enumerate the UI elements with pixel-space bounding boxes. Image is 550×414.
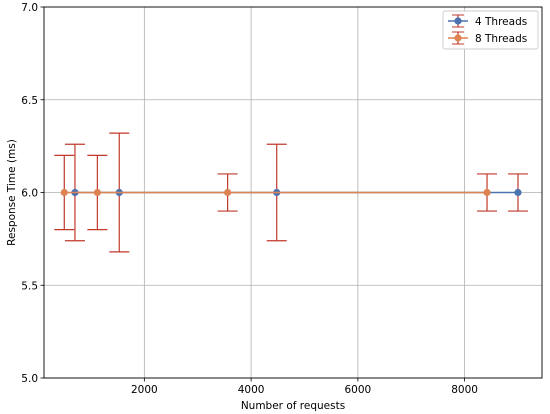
data-point bbox=[224, 188, 232, 197]
legend-label: 8 Threads bbox=[475, 33, 527, 45]
series-1 bbox=[54, 154, 498, 231]
data-point bbox=[93, 188, 101, 197]
legend: 4 Threads 8 Threads bbox=[442, 10, 539, 50]
data-point bbox=[60, 188, 68, 197]
legend-item-0: 4 Threads bbox=[448, 14, 527, 28]
x-tick-label: 6000 bbox=[344, 384, 371, 396]
data-point bbox=[483, 188, 491, 197]
x-tick-label: 2000 bbox=[131, 384, 158, 396]
legend-item-1: 8 Threads bbox=[448, 31, 527, 45]
data-point bbox=[514, 188, 522, 197]
x-axis-label: Number of requests bbox=[241, 400, 345, 412]
y-tick-label: 6.0 bbox=[21, 188, 38, 200]
y-tick-label: 5.5 bbox=[21, 280, 38, 292]
y-tick-label: 6.5 bbox=[21, 95, 38, 107]
x-tick-label: 8000 bbox=[451, 384, 478, 396]
legend-label: 4 Threads bbox=[475, 16, 527, 28]
series-layer bbox=[54, 132, 528, 253]
ticks: 2000 4000 6000 8000 5.0 5.5 6.0 6.5 7.0 bbox=[21, 2, 478, 396]
y-tick-label: 7.0 bbox=[21, 2, 38, 14]
legend-marker bbox=[454, 17, 462, 25]
legend-marker bbox=[454, 34, 462, 42]
x-tick-label: 4000 bbox=[238, 384, 265, 396]
y-axis-label: Response Time (ms) bbox=[6, 139, 18, 246]
y-tick-label: 5.0 bbox=[21, 373, 38, 385]
